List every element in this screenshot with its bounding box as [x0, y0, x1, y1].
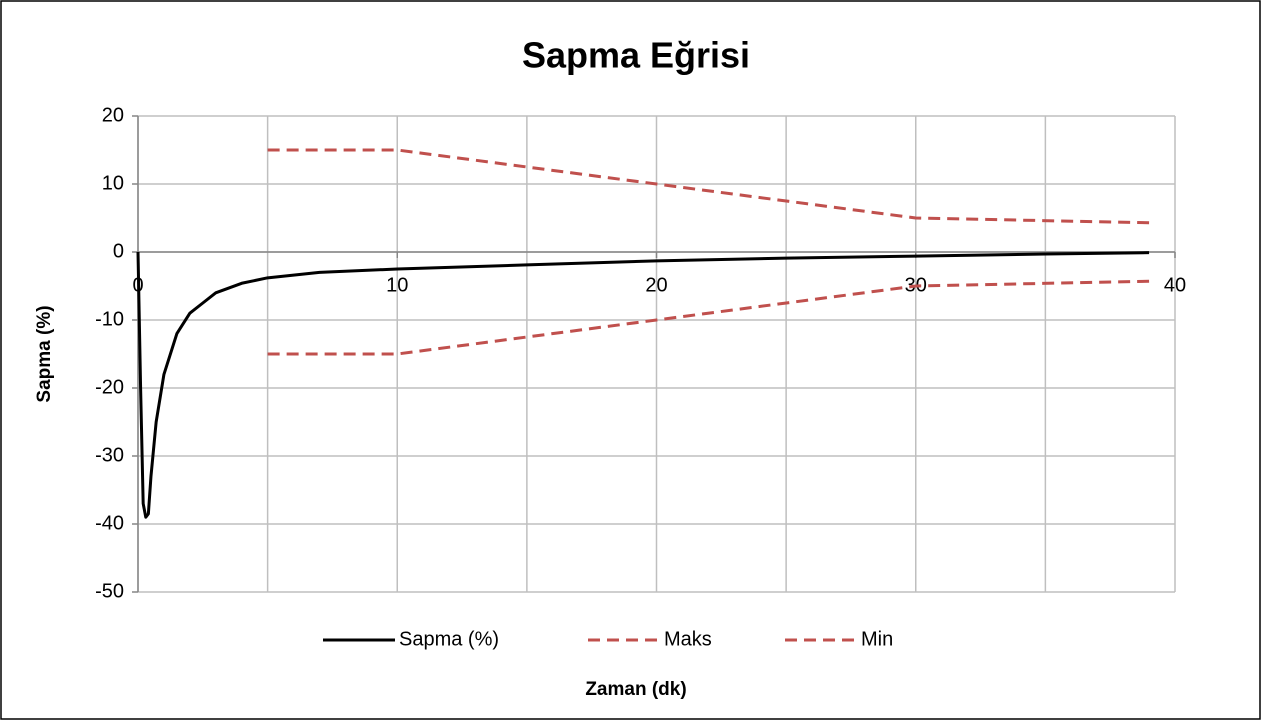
x-tick-label: 40 [1164, 274, 1186, 296]
x-axis-label: Zaman (dk) [585, 679, 686, 700]
series-line [267, 279, 1150, 356]
y-tick-label: -50 [95, 580, 124, 602]
y-axis-label: Sapma (%) [34, 305, 55, 402]
legend-label: Sapma (%) [399, 628, 499, 650]
y-tick-label: -10 [95, 308, 124, 330]
y-tick-label: 0 [113, 240, 124, 262]
series-line [267, 148, 1150, 225]
y-tick-label: -40 [95, 512, 124, 534]
x-tick-label: 10 [386, 274, 408, 296]
x-tick-label: 20 [645, 274, 667, 296]
series-line [136, 251, 1150, 519]
chart-title: Sapma Eğrisi [522, 35, 750, 76]
legend-label: Maks [664, 628, 712, 650]
y-tick-label: -30 [95, 444, 124, 466]
y-tick-label: -20 [95, 376, 124, 398]
y-tick-label: 20 [102, 104, 124, 126]
legend-label: Min [861, 628, 893, 650]
y-tick-label: 10 [102, 172, 124, 194]
